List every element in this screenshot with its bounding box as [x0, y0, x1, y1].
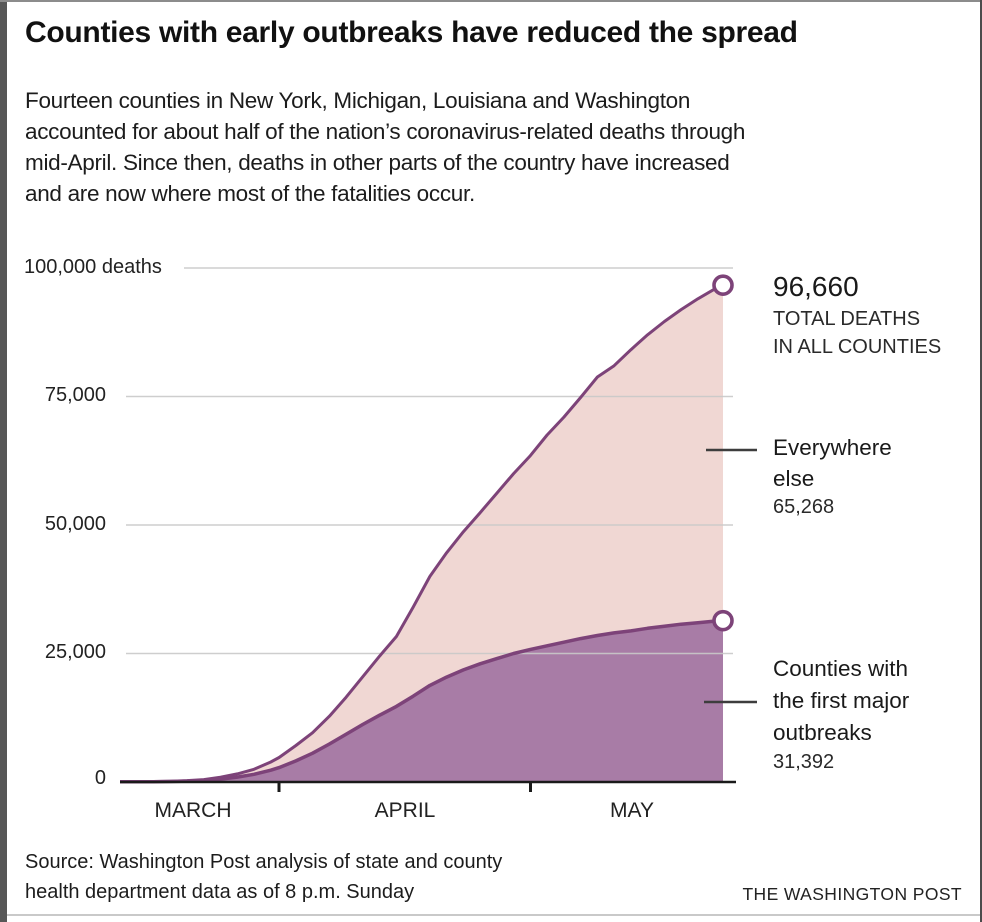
publisher-credit: THE WASHINGTON POST [742, 884, 962, 904]
outbreak-counties-area [120, 620, 723, 782]
subtitle-line: accounted for about half of the nation’s… [25, 119, 746, 144]
everywhere-else-label-line: else [773, 466, 815, 491]
y-tick-50000: 50,000 [44, 513, 106, 535]
total-deaths-caption-line: TOTAL DEATHS [773, 308, 921, 330]
x-label-april: APRIL [374, 799, 436, 822]
bottom-border [7, 914, 980, 916]
source-line: health department data as of 8 p.m. Sund… [25, 881, 415, 903]
subtitle-line: Fourteen counties in New York, Michigan,… [25, 88, 691, 113]
y-tick-0: 0 [94, 767, 106, 789]
x-label-may: MAY [610, 799, 654, 822]
outbreak-counties-label-line: outbreaks [773, 720, 872, 745]
subtitle-line: mid-April. Since then, deaths in other p… [25, 150, 730, 175]
y-axis-unit-label: 100,000 deaths [24, 256, 162, 278]
everywhere-else-value: 65,268 [773, 496, 835, 518]
total-deaths-caption-line: IN ALL COUNTIES [773, 336, 942, 358]
y-tick-25000: 25,000 [44, 641, 106, 663]
total-deaths-line [120, 283, 724, 784]
total-deaths-value: 96,660 [773, 271, 859, 302]
outbreak-counties-label-line: Counties with [773, 656, 909, 681]
outbreak-endpoint-marker [712, 609, 734, 632]
page-title: Counties with early outbreaks have reduc… [25, 16, 798, 49]
left-border [0, 0, 7, 922]
x-label-march: MARCH [154, 799, 232, 822]
total-endpoint-marker [712, 274, 734, 296]
top-border [0, 0, 982, 2]
right-border [980, 0, 982, 922]
everywhere-else-label-line: Everywhere [773, 435, 892, 460]
y-tick-75000: 75,000 [44, 384, 106, 406]
outbreak-counties-label-line: the first major [773, 688, 910, 713]
subtitle-line: and are now where most of the fatalities… [25, 181, 475, 206]
outbreak-counties-line [120, 618, 724, 784]
outbreak-counties-value: 31,392 [773, 751, 835, 773]
source-line: Source: Washington Post analysis of stat… [25, 851, 503, 873]
